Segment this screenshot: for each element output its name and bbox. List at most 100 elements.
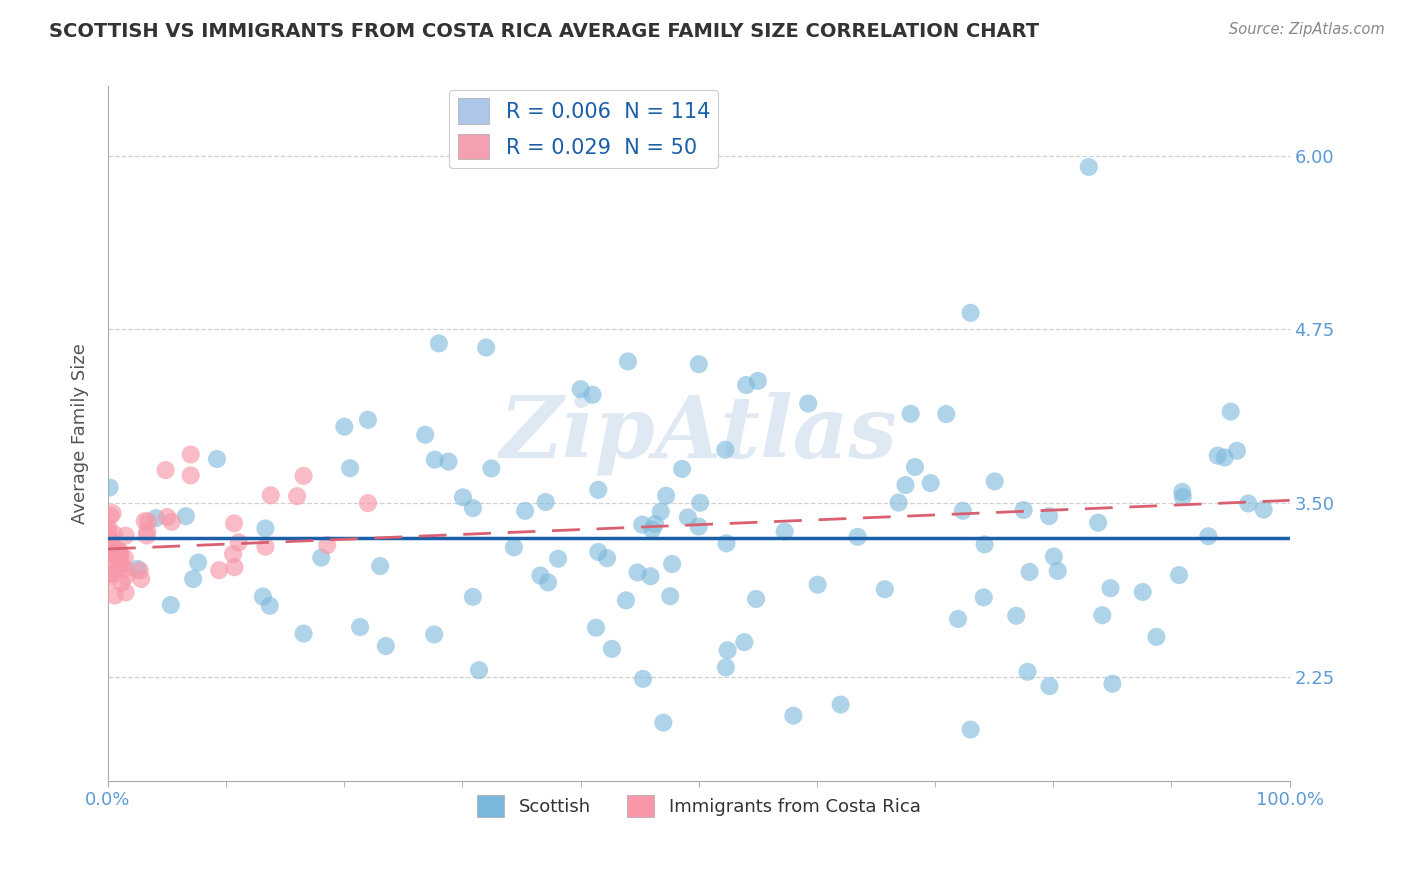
Point [254, 540, 277, 554]
Point [1012, 503, 1035, 517]
Point [103, 541, 125, 555]
Point [688, 519, 710, 533]
Point [127, 562, 149, 576]
Point [716, 536, 738, 550]
Point [107, 558, 129, 573]
Point [581, 388, 603, 402]
Point [100, 533, 122, 548]
Point [1005, 608, 1028, 623]
Point [655, 489, 678, 503]
Point [134, 514, 156, 528]
Point [101, 566, 124, 581]
Point [224, 560, 246, 574]
Point [1253, 502, 1275, 516]
Point [830, 698, 852, 712]
Point [103, 527, 125, 541]
Point [773, 524, 796, 539]
Point [626, 566, 648, 580]
Point [596, 551, 619, 566]
Point [129, 572, 152, 586]
Point [222, 547, 245, 561]
Point [503, 541, 526, 555]
Point [461, 501, 484, 516]
Point [641, 523, 664, 537]
Point [208, 563, 231, 577]
Point [475, 341, 498, 355]
Point [807, 577, 830, 591]
Point [309, 550, 332, 565]
Point [114, 585, 136, 599]
Point [260, 488, 283, 502]
Point [631, 517, 654, 532]
Point [357, 413, 380, 427]
Point [1237, 496, 1260, 510]
Point [222, 516, 245, 531]
Point [714, 442, 737, 457]
Point [952, 504, 974, 518]
Y-axis label: Average Family Size: Average Family Size [72, 343, 89, 524]
Point [100, 508, 122, 523]
Point [114, 551, 136, 566]
Point [1146, 630, 1168, 644]
Point [1197, 529, 1219, 543]
Point [920, 476, 942, 491]
Point [110, 548, 132, 562]
Point [468, 663, 491, 677]
Point [585, 621, 607, 635]
Point [659, 589, 682, 603]
Point [716, 643, 738, 657]
Point [368, 559, 391, 574]
Point [114, 561, 136, 575]
Text: Source: ZipAtlas.com: Source: ZipAtlas.com [1229, 22, 1385, 37]
Point [160, 515, 183, 529]
Point [904, 460, 927, 475]
Point [631, 672, 654, 686]
Point [1018, 565, 1040, 579]
Point [1038, 509, 1060, 524]
Point [180, 448, 202, 462]
Point [98, 571, 121, 585]
Point [103, 547, 125, 561]
Point [537, 575, 560, 590]
Point [145, 511, 167, 525]
Point [101, 506, 124, 520]
Point [339, 461, 361, 475]
Point [650, 505, 672, 519]
Point [1226, 443, 1249, 458]
Point [181, 572, 204, 586]
Point [451, 491, 474, 505]
Point [174, 509, 197, 524]
Point [136, 514, 159, 528]
Point [427, 336, 450, 351]
Point [586, 545, 609, 559]
Point [1171, 490, 1194, 504]
Point [733, 635, 755, 649]
Point [614, 593, 637, 607]
Point [534, 495, 557, 509]
Point [959, 306, 981, 320]
Point [652, 715, 675, 730]
Point [1043, 549, 1066, 564]
Point [108, 547, 131, 561]
Point [104, 589, 127, 603]
Point [374, 639, 396, 653]
Point [1046, 564, 1069, 578]
Point [292, 468, 315, 483]
Point [782, 708, 804, 723]
Point [252, 590, 274, 604]
Point [349, 620, 371, 634]
Point [900, 407, 922, 421]
Point [640, 569, 662, 583]
Point [1087, 516, 1109, 530]
Point [333, 419, 356, 434]
Point [155, 463, 177, 477]
Point [228, 535, 250, 549]
Point [136, 524, 159, 539]
Point [661, 557, 683, 571]
Point [689, 496, 711, 510]
Point [128, 564, 150, 578]
Legend: Scottish, Immigrants from Costa Rica: Scottish, Immigrants from Costa Rica [470, 788, 928, 824]
Point [846, 530, 869, 544]
Point [797, 396, 820, 410]
Point [180, 468, 202, 483]
